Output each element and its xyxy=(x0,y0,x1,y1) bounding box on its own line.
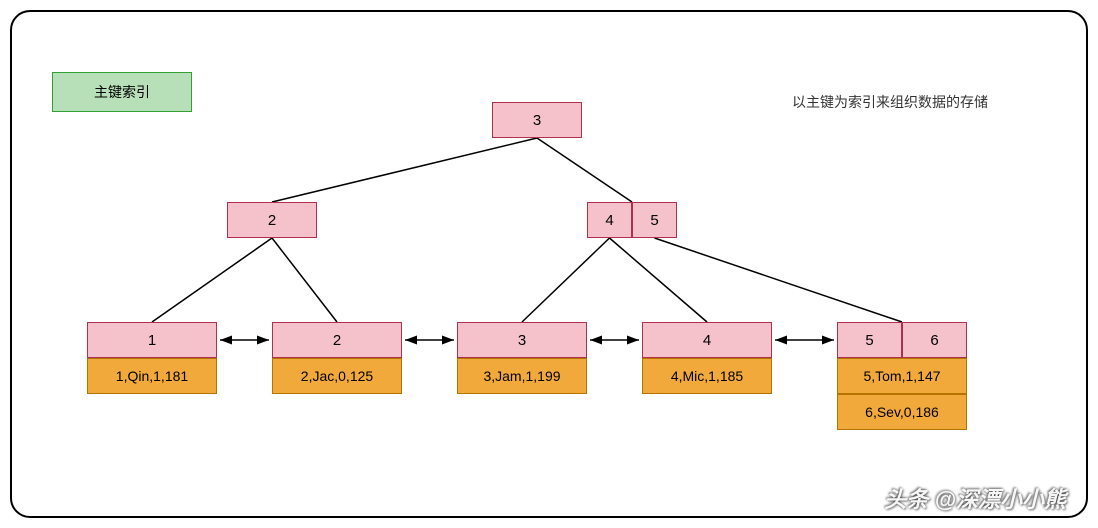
mid-node-cell: 2 xyxy=(227,202,317,238)
leaf-data-row: 6,Sev,0,186 xyxy=(837,394,967,430)
leaf-key-cell: 1 xyxy=(87,322,217,358)
leaf-data-label: 1,Qin,1,181 xyxy=(116,368,188,384)
leaf-key-cell: 6 xyxy=(902,322,967,358)
mid-node-label: 2 xyxy=(268,212,276,229)
leaf-key-cell: 5 xyxy=(837,322,902,358)
leaf-data-label: 2,Jac,0,125 xyxy=(301,368,373,384)
caption-text: 以主键为索引来组织数据的存储 xyxy=(792,92,988,112)
leaf-data-row: 5,Tom,1,147 xyxy=(837,358,967,394)
legend-label: 主键索引 xyxy=(94,82,150,102)
leaf-key-label: 1 xyxy=(148,332,156,349)
leaf-key-label: 2 xyxy=(333,332,341,349)
diagram-frame: 主键索引 以主键为索引来组织数据的存储 3 2 4 5 1 1,Qin,1,181 2 2,J… xyxy=(10,10,1088,518)
leaf-data-label: 6,Sev,0,186 xyxy=(865,404,939,420)
leaf-key-label: 3 xyxy=(518,332,526,349)
leaf-data-row: 1,Qin,1,181 xyxy=(87,358,217,394)
leaf-data-row: 2,Jac,0,125 xyxy=(272,358,402,394)
mid-node-cell: 4 xyxy=(587,202,632,238)
leaf-data-label: 4,Mic,1,185 xyxy=(671,368,743,384)
mid-node-label: 4 xyxy=(605,212,613,229)
leaf-data-row: 3,Jam,1,199 xyxy=(457,358,587,394)
leaf-data-row: 4,Mic,1,185 xyxy=(642,358,772,394)
mid-node-label: 5 xyxy=(650,212,658,229)
root-node-label: 3 xyxy=(533,112,541,129)
watermark-text: 头条 @深漂小小熊 xyxy=(884,482,1066,514)
legend-badge: 主键索引 xyxy=(52,72,192,112)
leaf-key-label: 6 xyxy=(930,332,938,349)
leaf-key-label: 5 xyxy=(865,332,873,349)
leaf-key-cell: 3 xyxy=(457,322,587,358)
leaf-key-cell: 4 xyxy=(642,322,772,358)
leaf-key-label: 4 xyxy=(703,332,711,349)
mid-node-cell: 5 xyxy=(632,202,677,238)
leaf-key-cell: 2 xyxy=(272,322,402,358)
leaf-data-label: 5,Tom,1,147 xyxy=(863,368,940,384)
root-node-cell: 3 xyxy=(492,102,582,138)
leaf-data-label: 3,Jam,1,199 xyxy=(483,368,560,384)
